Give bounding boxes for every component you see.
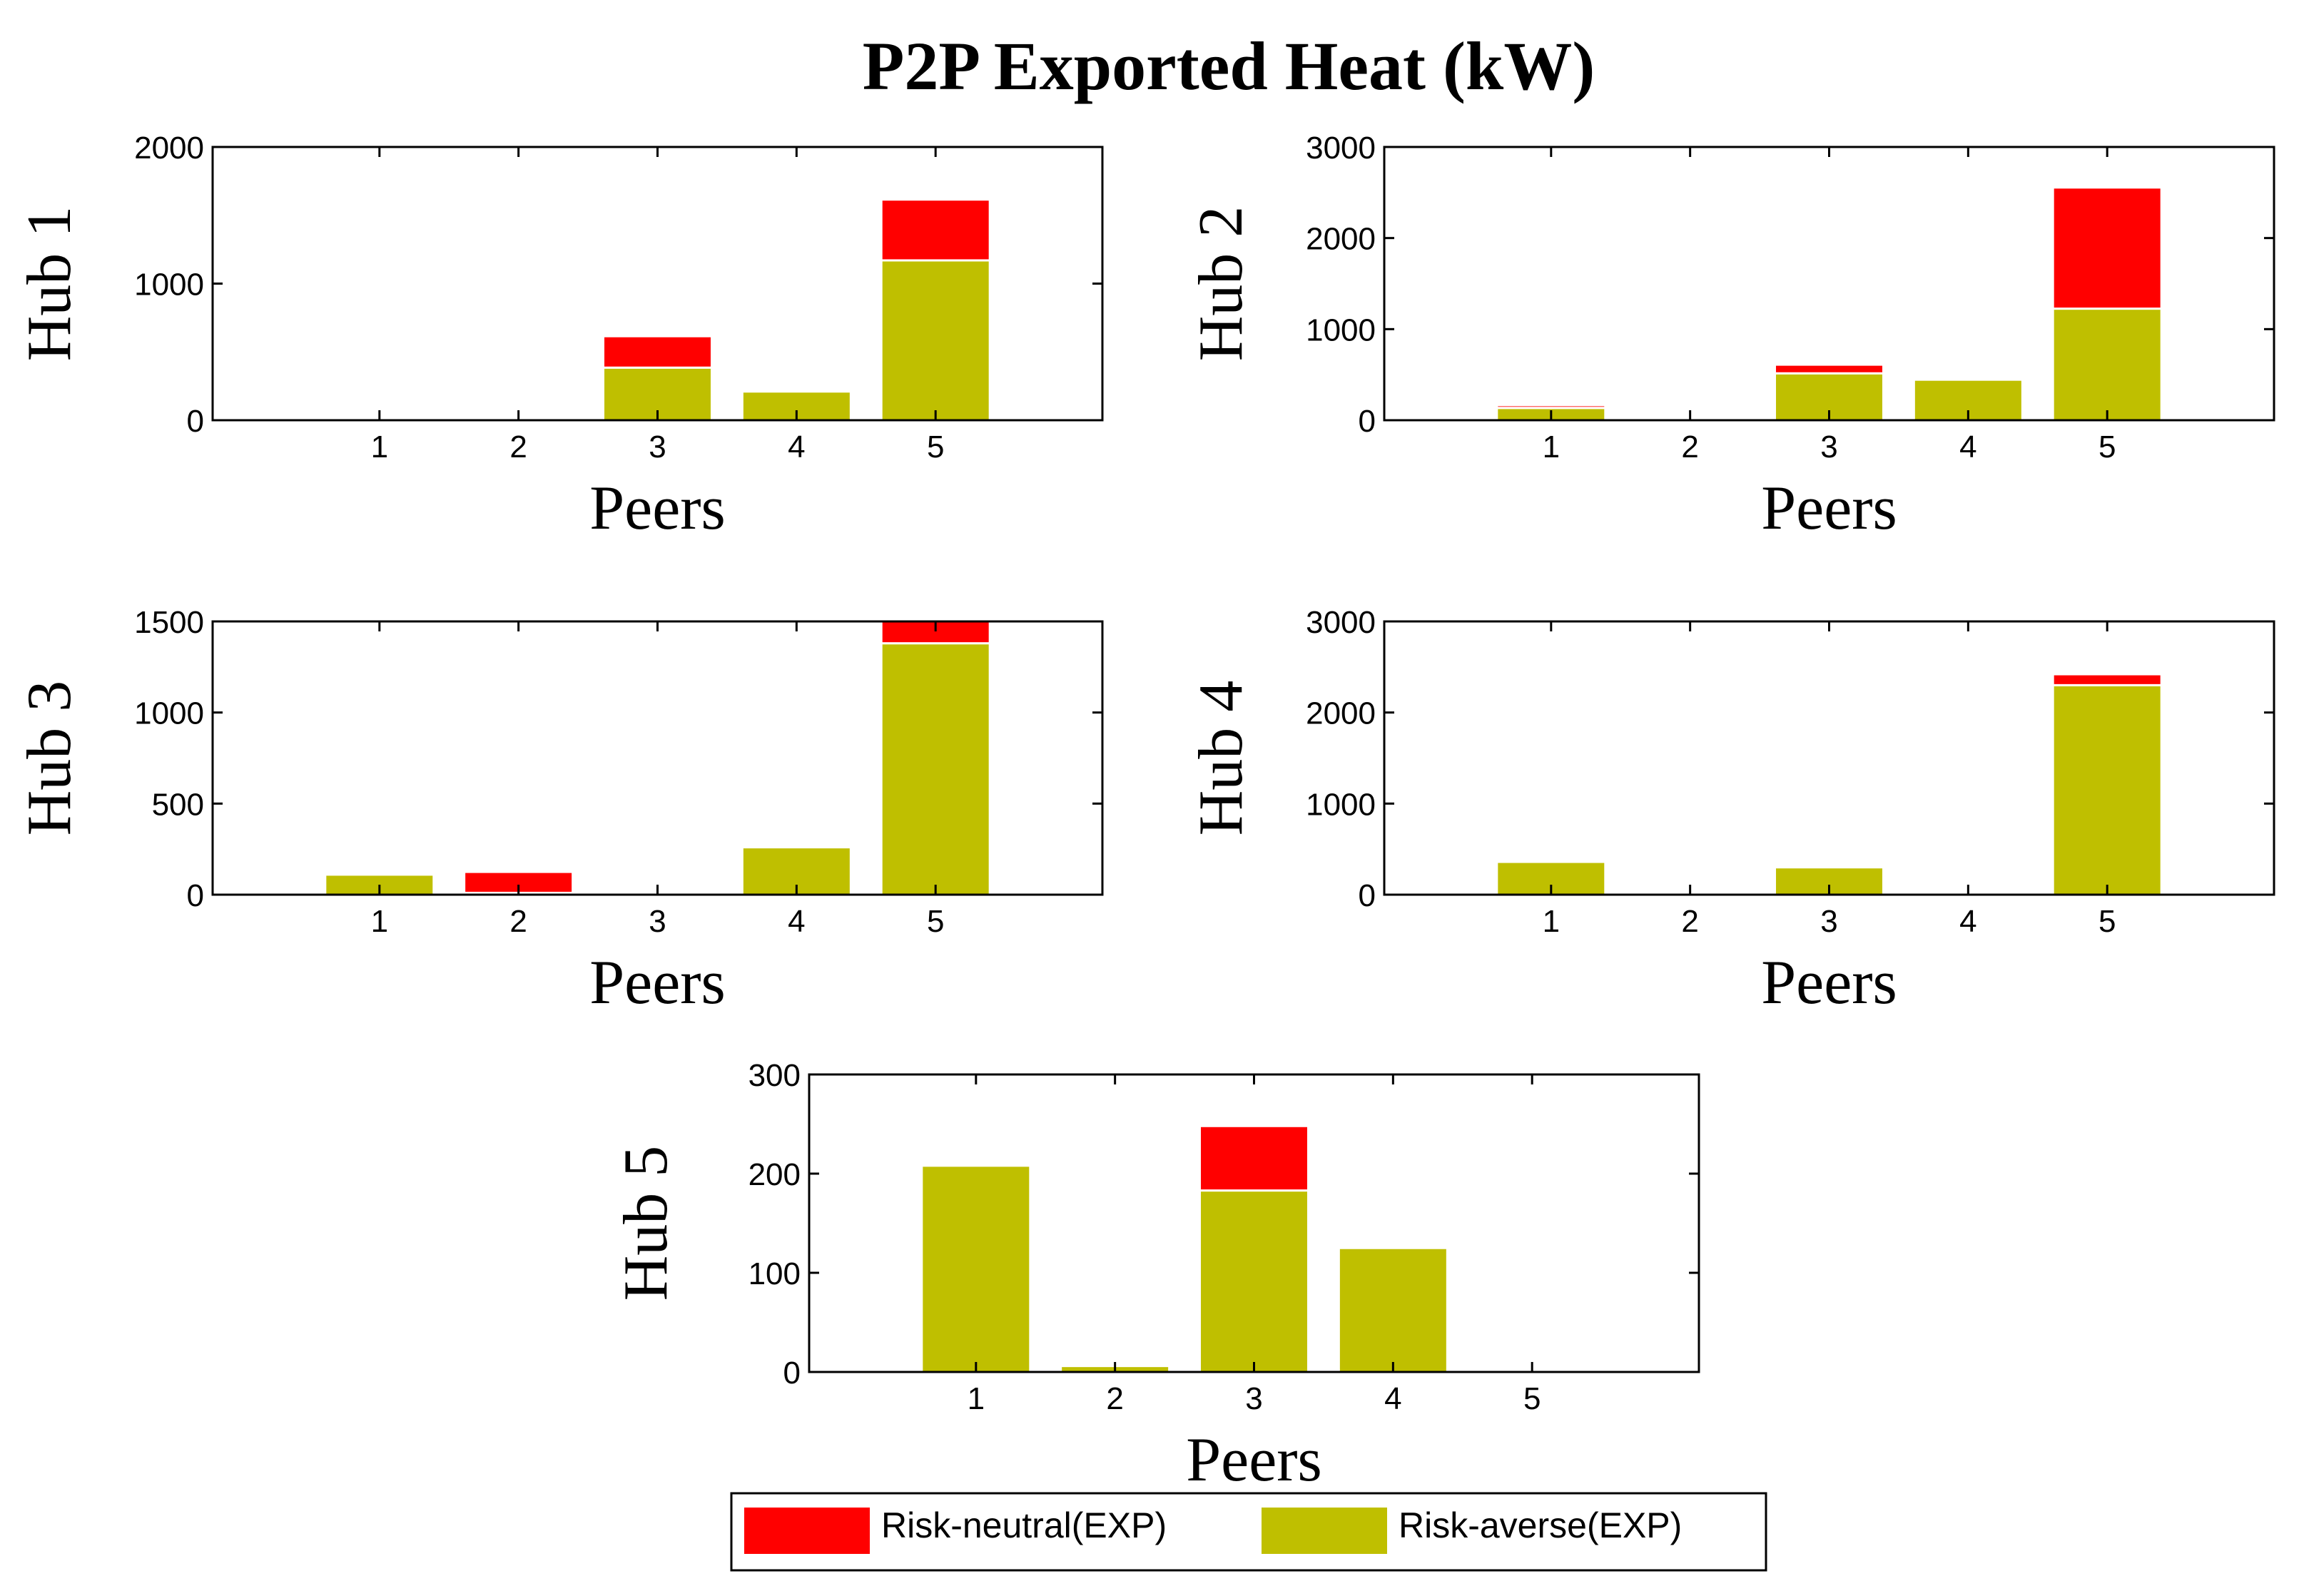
xtick-label-hub-3-1: 1: [371, 904, 388, 939]
panel-hub-5: 0 100 200 300 1 2 3 4 5 Peers Hub 5: [611, 1058, 1700, 1495]
ytick-label-hub-3-1500: 1500: [134, 605, 204, 640]
legend-label-risk-averse: Risk-averse(EXP): [1399, 1505, 1682, 1545]
bar-hub-4-risk-averse-exp-peer-5: [2051, 683, 2163, 896]
legend: Risk-neutral(EXP) Risk-averse(EXP): [730, 1492, 1767, 1572]
ytick-label-hub-3-0: 0: [187, 878, 204, 913]
ytick-label-hub-2-1000: 1000: [1306, 312, 1376, 347]
bar-hub-2-risk-neutral-exp-peer-3: [1774, 363, 1884, 375]
legend-label-risk-neutral: Risk-neutral(EXP): [881, 1505, 1167, 1545]
bar-hub-4-risk-averse-exp-peer-1: [1496, 860, 1607, 896]
ytick-label-hub-2-2000: 2000: [1306, 222, 1376, 257]
ytick-label-hub-3-500: 500: [152, 787, 204, 822]
xtick-label-hub-5-3: 3: [1245, 1381, 1262, 1416]
bar-hub-5-risk-averse-exp-peer-1: [920, 1164, 1032, 1373]
xtick-label-hub-2-3: 3: [1820, 430, 1837, 464]
bar-hub-2-risk-neutral-exp-peer-1: [1496, 404, 1607, 410]
bar-hub-2-risk-neutral-exp-peer-5: [2051, 186, 2163, 310]
xtick-label-hub-1-1: 1: [371, 430, 388, 464]
xlabel-hub-5: Peers: [1186, 1425, 1322, 1495]
ytick-label-hub-2-0: 0: [1359, 404, 1376, 439]
xtick-label-hub-1-4: 4: [788, 430, 805, 464]
ylabel-hub-5: Hub 5: [611, 1146, 681, 1301]
ylabel-hub-3: Hub 3: [15, 681, 84, 836]
legend-swatch-risk-averse: [1262, 1508, 1387, 1554]
xtick-label-hub-4-5: 5: [2098, 904, 2116, 939]
bar-hub-1-risk-neutral-exp-peer-3: [602, 335, 713, 369]
bar-hub-3-risk-neutral-exp-peer-2: [463, 870, 574, 894]
xtick-label-hub-4-3: 3: [1820, 904, 1837, 939]
ylabel-hub-2: Hub 2: [1187, 206, 1256, 362]
ytick-label-hub-5-0: 0: [783, 1356, 801, 1391]
bar-hub-1-risk-neutral-exp-peer-5: [880, 198, 991, 262]
xtick-label-hub-5-5: 5: [1523, 1381, 1541, 1416]
xtick-label-hub-3-2: 2: [509, 904, 527, 939]
xtick-label-hub-5-2: 2: [1106, 1381, 1123, 1416]
ylabel-hub-4: Hub 4: [1187, 681, 1256, 836]
xtick-label-hub-2-4: 4: [1959, 430, 1976, 464]
xtick-label-hub-4-2: 2: [1681, 904, 1698, 939]
ytick-label-hub-1-2000: 2000: [134, 131, 204, 166]
xlabel-hub-2: Peers: [1761, 474, 1897, 543]
ytick-label-hub-3-1000: 1000: [134, 696, 204, 731]
bar-hub-5-risk-neutral-exp-peer-3: [1199, 1124, 1309, 1192]
xtick-label-hub-2-5: 5: [2098, 430, 2116, 464]
xtick-label-hub-4-1: 1: [1543, 904, 1560, 939]
bar-hub-5-risk-averse-exp-peer-3: [1199, 1189, 1309, 1373]
panel-hub-4: 0 1000 2000 3000 1 2 3 4 5 Peers Hub 4: [1187, 605, 2275, 1017]
xtick-label-hub-3-3: 3: [649, 904, 666, 939]
ylabel-hub-1: Hub 1: [15, 206, 84, 362]
ytick-label-hub-5-200: 200: [748, 1157, 801, 1192]
figure-title: P2P Exported Heat (kW): [863, 28, 1595, 104]
xtick-label-hub-3-4: 4: [788, 904, 805, 939]
bar-hub-4-risk-neutral-exp-peer-5: [2051, 673, 2163, 686]
panel-hub-2: 0 1000 2000 3000 1 2 3 4 5 Peers Hub 2: [1187, 131, 2275, 543]
xtick-label-hub-1-5: 5: [927, 430, 944, 464]
bar-hub-1-risk-averse-exp-peer-5: [880, 259, 991, 422]
xtick-label-hub-2-2: 2: [1681, 430, 1698, 464]
bar-hub-3-risk-averse-exp-peer-5: [880, 642, 991, 896]
ytick-label-hub-5-300: 300: [748, 1058, 801, 1093]
xtick-label-hub-1-3: 3: [649, 430, 666, 464]
ytick-label-hub-1-1000: 1000: [134, 268, 204, 303]
xtick-label-hub-5-1: 1: [968, 1381, 985, 1416]
xtick-label-hub-5-4: 4: [1384, 1381, 1401, 1416]
ytick-label-hub-2-3000: 3000: [1306, 131, 1376, 166]
legend-box: [730, 1492, 1767, 1572]
xtick-label-hub-4-4: 4: [1959, 904, 1976, 939]
ytick-label-hub-4-1000: 1000: [1306, 787, 1376, 822]
xlabel-hub-1: Peers: [589, 474, 726, 543]
panel-hub-3: 0 500 1000 1500 1 2 3 4 5 Peers Hub 3: [15, 605, 1104, 1017]
legend-swatch-risk-neutral: [744, 1508, 870, 1554]
xtick-label-hub-2-1: 1: [1543, 430, 1560, 464]
ytick-label-hub-4-2000: 2000: [1306, 696, 1376, 731]
bar-hub-2-risk-averse-exp-peer-5: [2051, 307, 2163, 422]
panel-hub-1: 0 1000 2000 1 2 3 4 5 Peers Hub 1: [15, 131, 1104, 543]
ytick-label-hub-4-0: 0: [1359, 878, 1376, 913]
xtick-label-hub-1-2: 2: [509, 430, 527, 464]
ytick-label-hub-5-100: 100: [748, 1256, 801, 1291]
xlabel-hub-4: Peers: [1761, 948, 1897, 1017]
ytick-label-hub-4-3000: 3000: [1306, 605, 1376, 640]
xtick-label-hub-3-5: 5: [927, 904, 944, 939]
bar-hub-5-risk-averse-exp-peer-4: [1337, 1246, 1448, 1373]
xlabel-hub-3: Peers: [589, 948, 726, 1017]
ytick-label-hub-1-0: 0: [187, 404, 204, 439]
